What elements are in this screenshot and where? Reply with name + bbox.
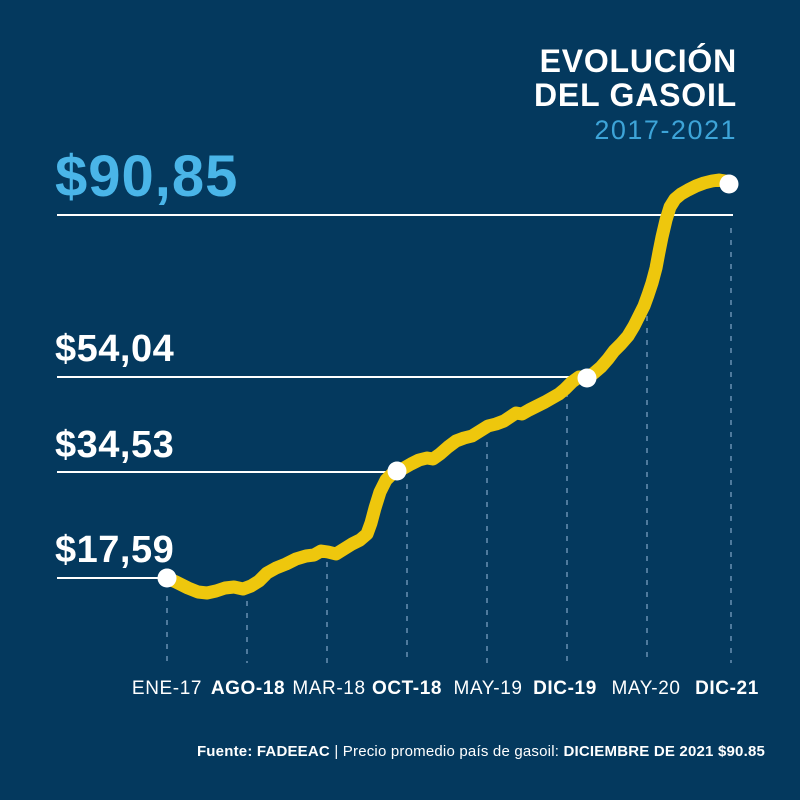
- x-axis-label: MAY-19: [453, 678, 523, 699]
- milestone-dot: [577, 368, 597, 388]
- price-label: $90,85: [55, 144, 239, 209]
- chart-title-block: EVOLUCIÓN DEL GASOIL 2017-2021: [534, 44, 737, 145]
- milestone-dot: [157, 568, 177, 588]
- chart-title-line2: DEL GASOIL: [534, 77, 737, 113]
- milestone-dot: [719, 174, 739, 194]
- x-axis-label: MAY-20: [611, 678, 681, 699]
- x-axis-label: DIC-19: [533, 678, 597, 699]
- milestone-dot: [387, 461, 407, 481]
- price-label: $54,04: [55, 328, 175, 370]
- footer-source-name: Fuente: FADEEAC: [196, 743, 330, 760]
- x-axis-label: DIC-21: [695, 678, 759, 699]
- x-axis-label: ENE-17: [131, 678, 203, 699]
- footer-description: | Precio promedio país de gasoil:: [329, 743, 564, 760]
- x-axis-label: MAR-18: [292, 678, 366, 699]
- price-evolution-line: [160, 173, 736, 600]
- chart-period: 2017-2021: [594, 115, 737, 145]
- x-axis-label: OCT-18: [371, 678, 443, 699]
- chart-title-line1: EVOLUCIÓN: [539, 43, 737, 79]
- footer-source-line: Fuente: FADEEAC | Precio promedio país d…: [197, 743, 765, 760]
- footer-highlight: DICIEMBRE DE 2021 $90.85: [563, 743, 766, 760]
- price-label: $17,59: [55, 529, 175, 571]
- price-label: $34,53: [55, 424, 175, 466]
- x-axis-label: AGO-18: [210, 678, 286, 699]
